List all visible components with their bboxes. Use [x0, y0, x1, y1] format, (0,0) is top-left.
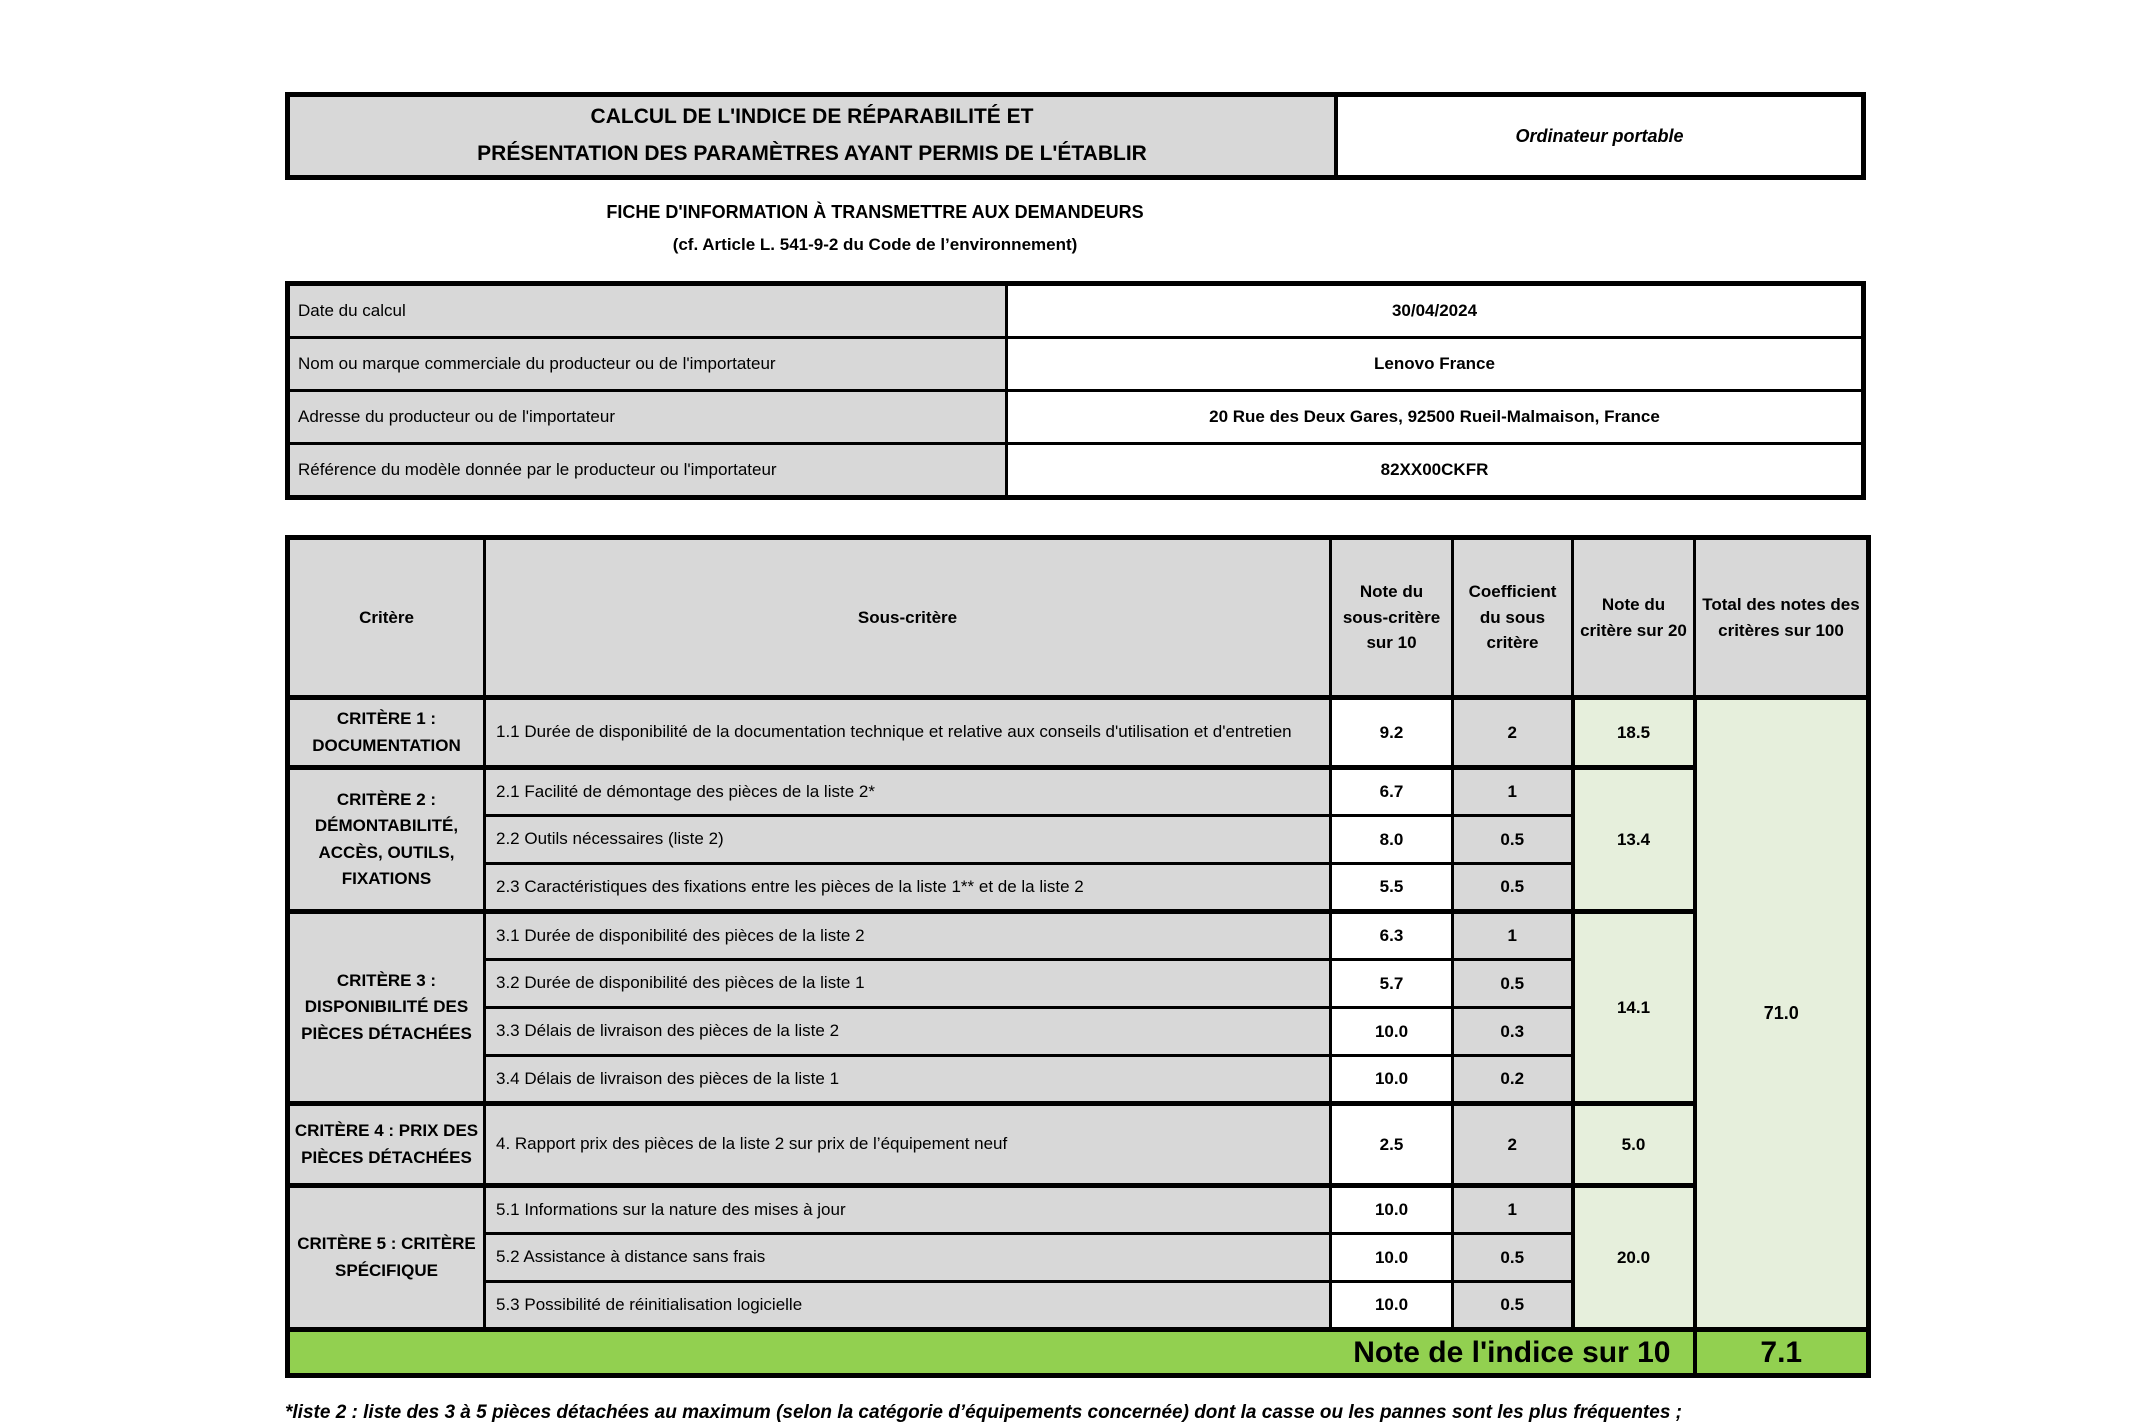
info-label-producer-address: Adresse du producteur ou de l'importateu…	[286, 389, 1008, 445]
criterion-5-name: CRITÈRE 5 : CRITÈRE SPÉCIFIQUE	[286, 1183, 486, 1331]
info-label-date: Date du calcul	[286, 282, 1008, 339]
criterion-5-note20: 20.0	[1570, 1183, 1696, 1331]
info-row-producer-address: Adresse du producteur ou de l'importateu…	[286, 389, 1865, 445]
sub-5-3-note10: 10.0	[1329, 1280, 1454, 1331]
sub-2-3-label: 2.3 Caractéristiques des fixations entre…	[483, 862, 1332, 913]
sub-3-1-note10: 6.3	[1329, 909, 1454, 961]
info-row-date: Date du calcul 30/04/2024	[286, 282, 1865, 339]
table-row: 3.2 Durée de disponibilité des pièces de…	[288, 958, 1869, 1009]
sub-2-3-note10: 5.5	[1329, 862, 1454, 913]
criterion-4-name: CRITÈRE 4 : PRIX DES PIÈCES DÉTACHÉES	[286, 1101, 486, 1187]
sub-1-1-coef: 2	[1451, 695, 1574, 769]
criteria-table: Critère Sous-critère Note du sous-critèr…	[285, 535, 1871, 1378]
sub-2-1-note10: 6.7	[1329, 765, 1454, 817]
criterion-1-note20: 18.5	[1570, 695, 1696, 769]
info-value-model-reference: 82XX00CKFR	[1005, 442, 1865, 499]
criterion-3-name: CRITÈRE 3 : DISPONIBILITÉ DES PIÈCES DÉT…	[286, 909, 486, 1105]
index-score-row: Note de l'indice sur 10 7.1	[286, 1327, 1870, 1377]
index-score-label: Note de l'indice sur 10	[286, 1327, 1696, 1377]
sub-4-coef: 2	[1451, 1101, 1574, 1187]
sub-5-2-note10: 10.0	[1329, 1232, 1454, 1283]
subtitle-block: FICHE D'INFORMATION À TRANSMETTRE AUX DE…	[285, 202, 1465, 255]
sub-1-1-note10: 9.2	[1329, 695, 1454, 769]
footnote-liste2: *liste 2 : liste des 3 à 5 pièces détach…	[285, 1402, 1682, 1423]
index-score-value: 7.1	[1692, 1327, 1870, 1377]
sub-5-1-note10: 10.0	[1329, 1183, 1454, 1235]
table-row: CRITÈRE 5 : CRITÈRE SPÉCIFIQUE 5.1 Infor…	[286, 1183, 1869, 1331]
criterion-1-name: CRITÈRE 1 : DOCUMENTATION	[286, 695, 486, 769]
sub-2-2-note10: 8.0	[1329, 814, 1454, 865]
document-title-cell: CALCUL DE L'INDICE DE RÉPARABILITÉ ET PR…	[290, 97, 1338, 175]
info-label-model-reference: Référence du modèle donnée par le produc…	[286, 442, 1008, 499]
sub-4-label: 4. Rapport prix des pièces de la liste 2…	[483, 1101, 1332, 1187]
sub-5-3-coef: 0.5	[1451, 1280, 1574, 1331]
info-row-model-reference: Référence du modèle donnée par le produc…	[286, 442, 1865, 499]
col-header-total: Total des notes des critères sur 100	[1693, 536, 1870, 700]
product-category: Ordinateur portable	[1515, 125, 1684, 146]
document-title: CALCUL DE L'INDICE DE RÉPARABILITÉ ET PR…	[477, 105, 1147, 165]
product-category-cell: Ordinateur portable	[1338, 97, 1861, 175]
header-band: CALCUL DE L'INDICE DE RÉPARABILITÉ ET PR…	[285, 92, 1866, 180]
sub-3-2-note10: 5.7	[1329, 958, 1454, 1009]
table-row: CRITÈRE 2 : DÉMONTABILITÉ, ACCÈS, OUTILS…	[286, 765, 1869, 913]
table-row: 2.2 Outils nécessaires (liste 2) 8.0 0.5	[288, 814, 1869, 865]
sub-3-2-coef: 0.5	[1451, 958, 1574, 1009]
col-header-sous-critere: Sous-critère	[483, 536, 1332, 700]
sub-3-1-label: 3.1 Durée de disponibilité des pièces de…	[483, 909, 1332, 961]
info-value-producer-name: Lenovo France	[1005, 336, 1865, 392]
info-value-producer-address: 20 Rue des Deux Gares, 92500 Rueil-Malma…	[1005, 389, 1865, 445]
sub-5-3-label: 5.3 Possibilité de réinitialisation logi…	[483, 1280, 1332, 1331]
col-header-note-critere: Note du critère sur 20	[1571, 536, 1696, 700]
info-label-producer-name: Nom ou marque commerciale du producteur …	[286, 336, 1008, 392]
table-row: CRITÈRE 1 : DOCUMENTATION 1.1 Durée de d…	[286, 695, 1870, 1331]
sub-3-2-label: 3.2 Durée de disponibilité des pièces de…	[483, 958, 1332, 1009]
sub-3-3-label: 3.3 Délais de livraison des pièces de la…	[483, 1006, 1332, 1057]
subtitle-line2: (cf. Article L. 541-9-2 du Code de l’env…	[672, 235, 1078, 254]
sub-5-1-coef: 1	[1451, 1183, 1574, 1235]
sub-3-4-label: 3.4 Délais de livraison des pièces de la…	[483, 1054, 1332, 1105]
criterion-4-note20: 5.0	[1570, 1101, 1696, 1187]
sub-2-1-coef: 1	[1451, 765, 1574, 817]
col-header-coefficient: Coefficient du sous critère	[1451, 536, 1574, 700]
criterion-2-note20: 13.4	[1570, 765, 1696, 913]
sub-2-3-coef: 0.5	[1451, 862, 1574, 913]
criterion-2-name: CRITÈRE 2 : DÉMONTABILITÉ, ACCÈS, OUTILS…	[286, 765, 486, 913]
table-row: 5.2 Assistance à distance sans frais 10.…	[288, 1232, 1869, 1283]
sub-5-2-label: 5.2 Assistance à distance sans frais	[483, 1232, 1332, 1283]
col-header-note-sous-critere: Note du sous-critère sur 10	[1329, 536, 1454, 700]
total-sur-100: 71.0	[1692, 695, 1870, 1331]
criterion-3-note20: 14.1	[1570, 909, 1696, 1105]
sub-3-4-coef: 0.2	[1451, 1054, 1574, 1105]
sub-3-1-coef: 1	[1451, 909, 1574, 961]
table-row: CRITÈRE 4 : PRIX DES PIÈCES DÉTACHÉES 4.…	[286, 1101, 1869, 1187]
sub-3-3-note10: 10.0	[1329, 1006, 1454, 1057]
sub-5-2-coef: 0.5	[1451, 1232, 1574, 1283]
criteria-table-header-row: Critère Sous-critère Note du sous-critèr…	[286, 536, 1870, 700]
table-row: 3.4 Délais de livraison des pièces de la…	[288, 1054, 1869, 1105]
repairability-sheet: CALCUL DE L'INDICE DE RÉPARABILITÉ ET PR…	[285, 92, 1871, 1424]
info-value-date: 30/04/2024	[1005, 282, 1865, 339]
sub-4-note10: 2.5	[1329, 1101, 1454, 1187]
sub-5-1-label: 5.1 Informations sur la nature des mises…	[483, 1183, 1332, 1235]
sub-3-4-note10: 10.0	[1329, 1054, 1454, 1105]
sub-3-3-coef: 0.3	[1451, 1006, 1574, 1057]
sub-1-1-label: 1.1 Durée de disponibilité de la documen…	[483, 695, 1332, 769]
footnotes: *liste 2 : liste des 3 à 5 pièces détach…	[285, 1394, 1866, 1424]
producer-info-table: Date du calcul 30/04/2024 Nom ou marque …	[285, 281, 1866, 500]
sub-2-2-label: 2.2 Outils nécessaires (liste 2)	[483, 814, 1332, 865]
table-row: CRITÈRE 3 : DISPONIBILITÉ DES PIÈCES DÉT…	[286, 909, 1869, 1105]
table-row: 3.3 Délais de livraison des pièces de la…	[288, 1006, 1869, 1057]
sub-2-1-label: 2.1 Facilité de démontage des pièces de …	[483, 765, 1332, 817]
table-row: 2.3 Caractéristiques des fixations entre…	[288, 862, 1869, 913]
subtitle-line1: FICHE D'INFORMATION À TRANSMETTRE AUX DE…	[606, 202, 1144, 222]
col-header-critere: Critère	[286, 536, 486, 700]
info-row-producer-name: Nom ou marque commerciale du producteur …	[286, 336, 1865, 392]
table-row: 5.3 Possibilité de réinitialisation logi…	[288, 1280, 1869, 1331]
sub-2-2-coef: 0.5	[1451, 814, 1574, 865]
